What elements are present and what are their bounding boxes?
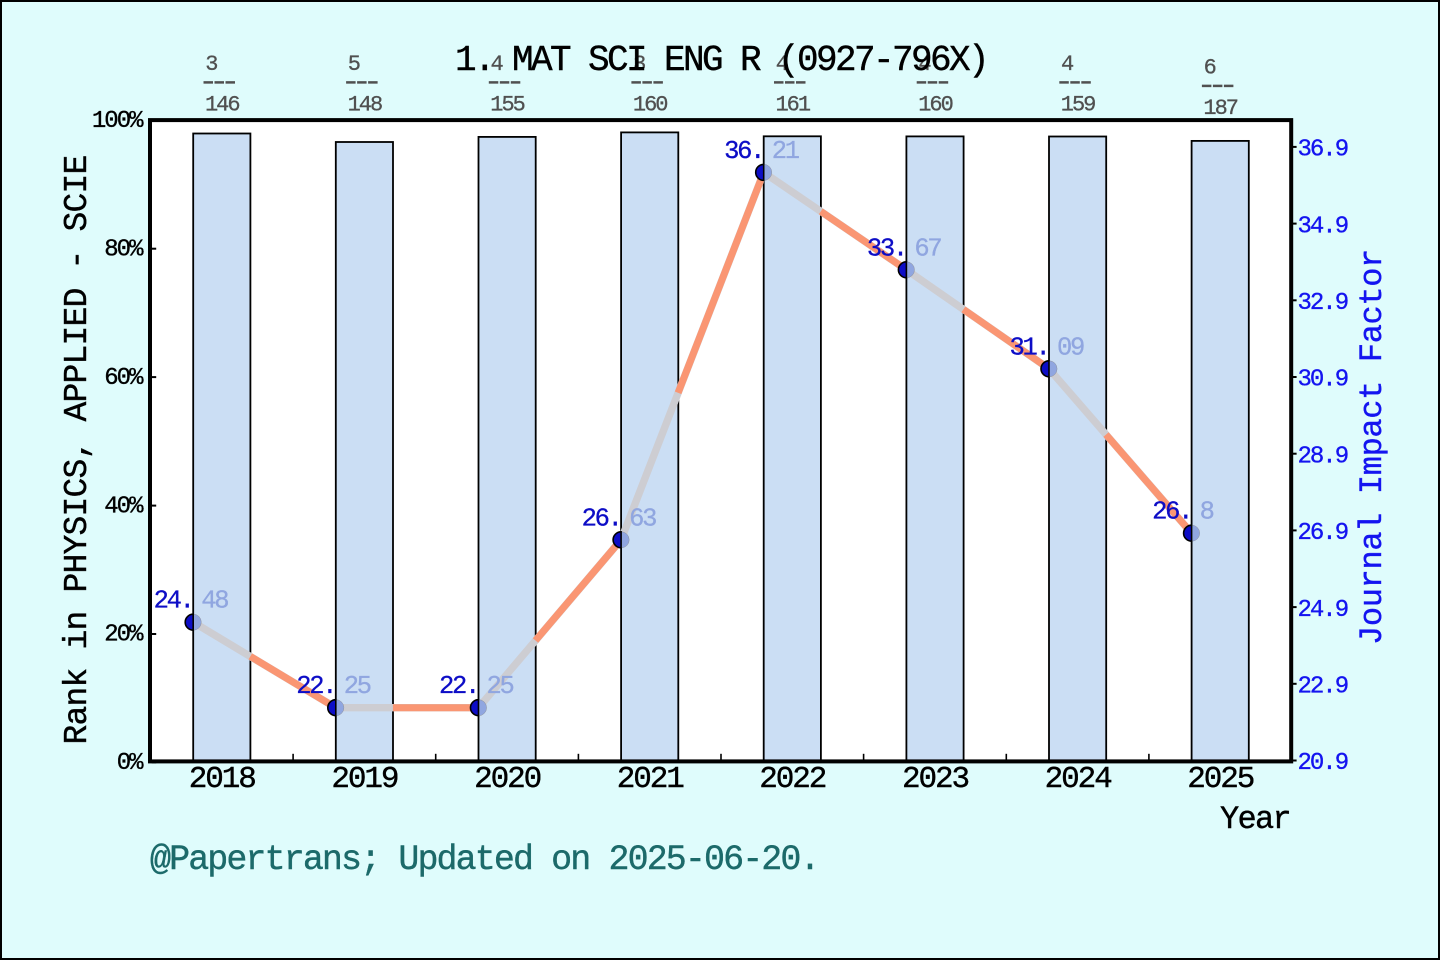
svg-text:67: 67: [914, 234, 941, 263]
svg-text:2020: 2020: [474, 762, 541, 797]
svg-text:26.9: 26.9: [1298, 520, 1348, 547]
svg-text:40%: 40%: [104, 493, 144, 520]
svg-text:48: 48: [201, 587, 228, 616]
svg-text:33.: 33.: [867, 234, 906, 263]
svg-text:22.: 22.: [296, 672, 335, 701]
svg-text:22.9: 22.9: [1298, 674, 1348, 701]
svg-text:34.9: 34.9: [1298, 213, 1348, 240]
svg-text:187: 187: [1203, 96, 1237, 121]
svg-text:24.9: 24.9: [1298, 597, 1348, 624]
svg-text:2021: 2021: [617, 762, 685, 797]
svg-text:24.: 24.: [154, 587, 193, 616]
svg-text:3: 3: [633, 52, 645, 77]
svg-text:20%: 20%: [104, 622, 144, 649]
svg-text:25: 25: [487, 672, 514, 701]
svg-text:160: 160: [633, 93, 667, 118]
svg-text:6: 6: [1204, 56, 1216, 81]
svg-text:100%: 100%: [92, 108, 144, 135]
svg-text:Journal Impact Factor: Journal Impact Factor: [1354, 249, 1391, 645]
svg-text:5: 5: [348, 52, 360, 77]
svg-text:63: 63: [629, 504, 656, 533]
svg-text:22.: 22.: [439, 672, 478, 701]
svg-text:09: 09: [1057, 333, 1084, 362]
svg-text:21: 21: [772, 137, 800, 166]
svg-text:@Papertrans; Updated on 2025-0: @Papertrans; Updated on 2025-06-20.: [150, 840, 819, 880]
svg-text:Rank in PHYSICS, APPLIED - SCI: Rank in PHYSICS, APPLIED - SCIE: [59, 155, 96, 744]
svg-text:32.9: 32.9: [1298, 290, 1348, 317]
svg-text:80%: 80%: [104, 236, 144, 263]
svg-text:155: 155: [490, 93, 524, 118]
svg-text:4: 4: [1061, 52, 1074, 77]
svg-text:2024: 2024: [1045, 762, 1113, 797]
svg-text:60%: 60%: [104, 365, 144, 392]
svg-text:25: 25: [344, 672, 371, 701]
svg-text:36.: 36.: [724, 137, 763, 166]
svg-text:2022: 2022: [759, 762, 826, 797]
svg-text:2025: 2025: [1187, 762, 1254, 797]
svg-text:2018: 2018: [189, 762, 256, 797]
svg-text:0%: 0%: [117, 750, 144, 777]
svg-text:28.9: 28.9: [1298, 443, 1348, 470]
svg-text:30.9: 30.9: [1298, 367, 1348, 394]
svg-text:2019: 2019: [331, 762, 398, 797]
svg-text:8: 8: [1200, 498, 1214, 527]
svg-text:36.9: 36.9: [1298, 137, 1348, 164]
svg-text:161: 161: [775, 93, 810, 118]
svg-text:146: 146: [205, 93, 239, 118]
svg-text:148: 148: [348, 93, 382, 118]
svg-text:1. MAT SCI ENG R (0927-796X): 1. MAT SCI ENG R (0927-796X): [455, 40, 987, 81]
svg-text:160: 160: [918, 93, 952, 118]
svg-text:159: 159: [1061, 93, 1095, 118]
svg-text:3: 3: [205, 52, 217, 77]
svg-text:26.: 26.: [1152, 498, 1191, 527]
svg-text:20.9: 20.9: [1298, 750, 1348, 777]
svg-text:2023: 2023: [902, 762, 969, 797]
svg-text:Year: Year: [1220, 801, 1290, 838]
svg-text:31.: 31.: [1009, 333, 1048, 362]
svg-text:26.: 26.: [582, 504, 621, 533]
